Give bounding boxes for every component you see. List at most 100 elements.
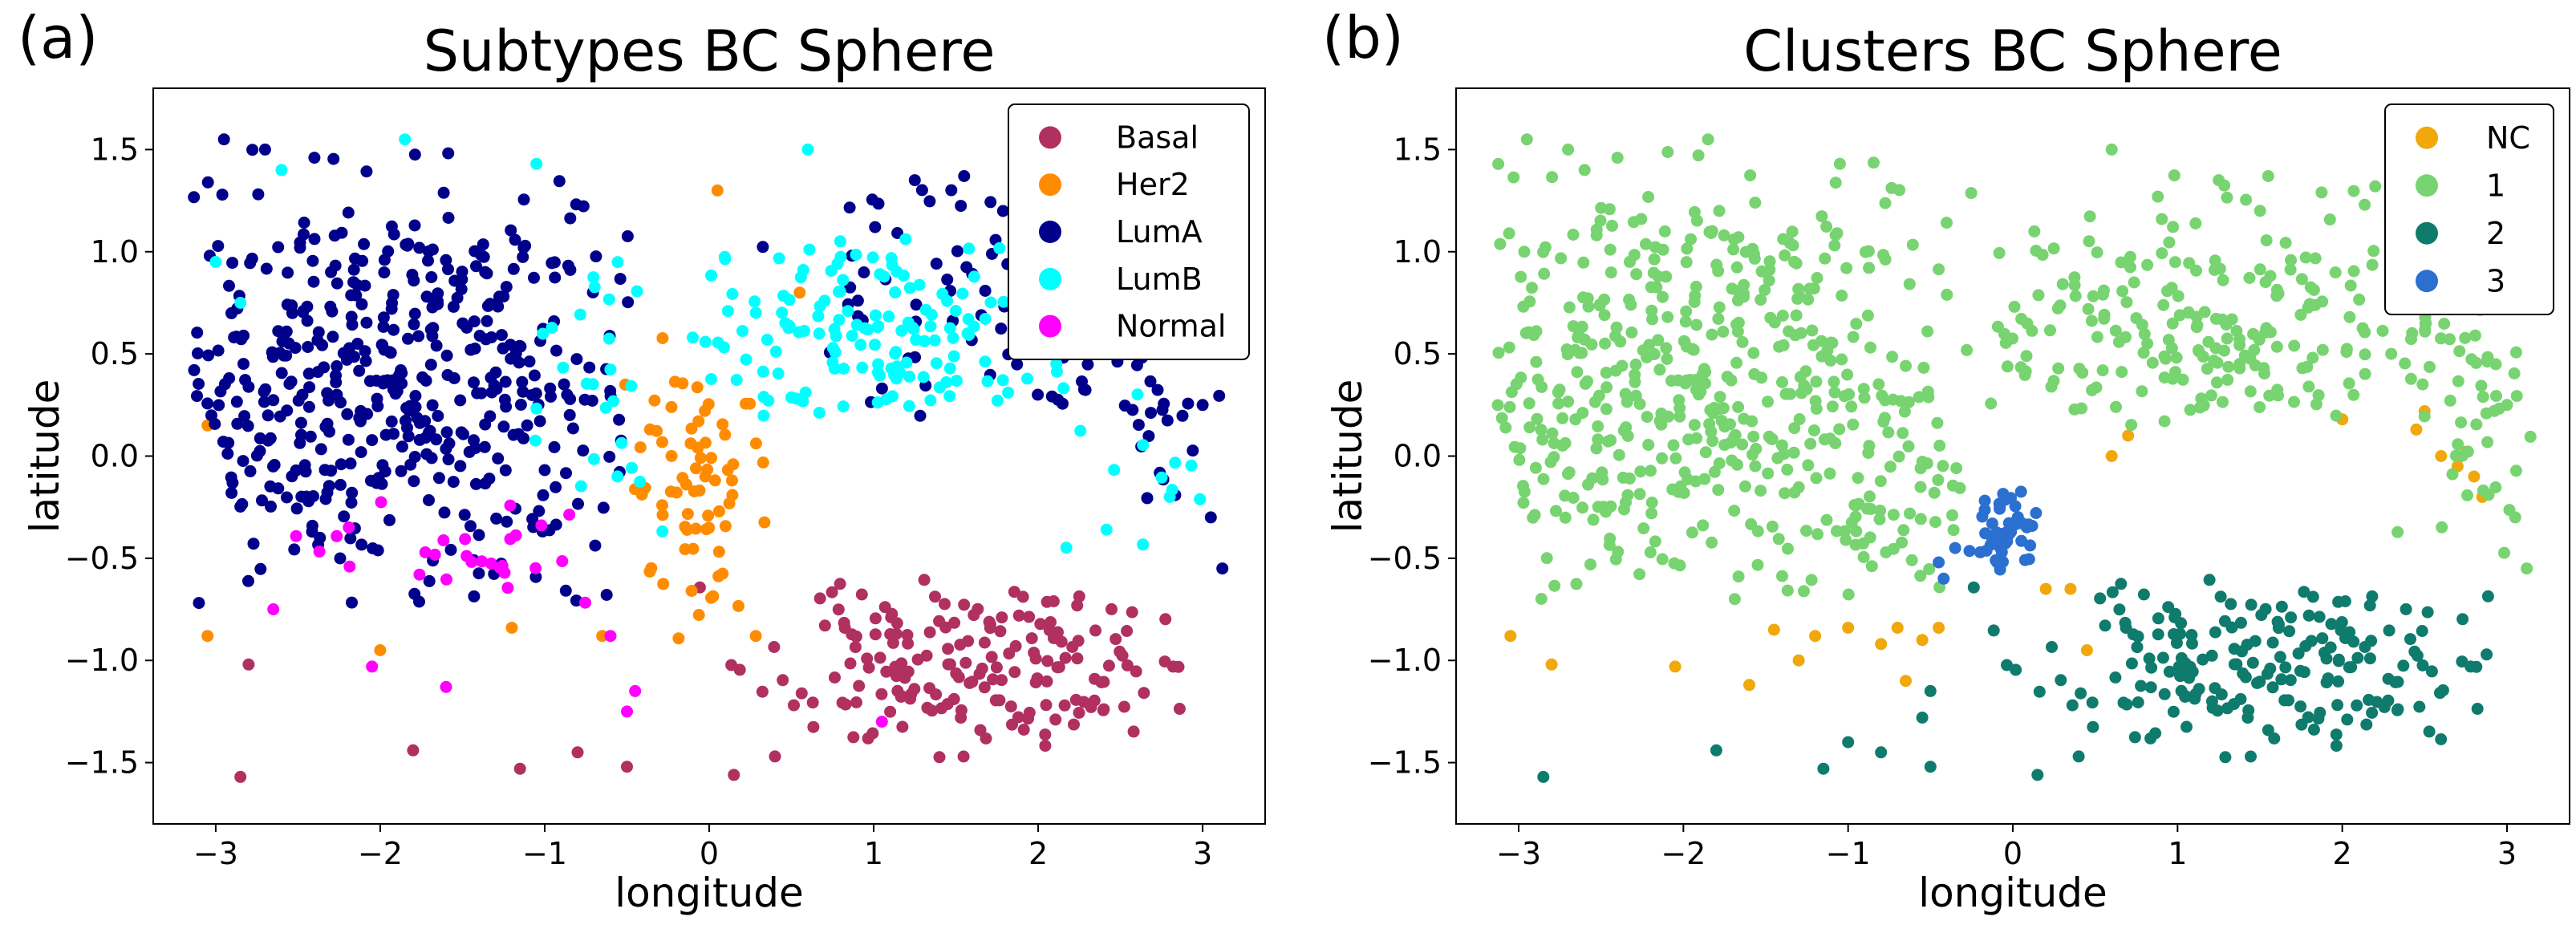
data-point bbox=[432, 472, 445, 485]
data-point bbox=[355, 298, 368, 310]
data-point bbox=[1840, 262, 1853, 274]
data-point bbox=[344, 532, 357, 545]
data-point bbox=[955, 200, 968, 213]
data-point bbox=[2444, 394, 2456, 407]
data-point bbox=[1544, 456, 1557, 469]
data-point bbox=[2209, 626, 2221, 639]
legend-marker bbox=[1039, 314, 1061, 338]
data-point bbox=[432, 287, 444, 300]
data-point bbox=[2149, 727, 2162, 740]
data-point bbox=[2481, 354, 2493, 367]
data-point bbox=[267, 603, 280, 615]
data-point bbox=[559, 584, 572, 597]
data-point bbox=[1798, 379, 1811, 392]
data-point bbox=[2456, 613, 2469, 626]
data-point bbox=[903, 370, 915, 383]
legend-label: Normal bbox=[1116, 309, 1227, 344]
data-point bbox=[1744, 169, 1757, 182]
data-point bbox=[2087, 720, 2099, 733]
data-point bbox=[2503, 504, 2516, 517]
data-point bbox=[2228, 698, 2241, 711]
data-point bbox=[2205, 695, 2218, 708]
data-point bbox=[1074, 424, 1087, 437]
data-point bbox=[837, 274, 850, 286]
data-point bbox=[440, 254, 452, 266]
data-point bbox=[604, 363, 617, 376]
data-point bbox=[237, 358, 249, 371]
data-point bbox=[1680, 256, 1693, 269]
data-point bbox=[2116, 366, 2128, 379]
data-point bbox=[1649, 535, 1661, 548]
data-point bbox=[895, 324, 908, 337]
data-point bbox=[345, 289, 358, 302]
data-point bbox=[2266, 681, 2279, 694]
data-point bbox=[1590, 442, 1603, 455]
data-point bbox=[757, 456, 769, 469]
data-point bbox=[2461, 489, 2473, 501]
data-point bbox=[2163, 665, 2176, 678]
data-point bbox=[1545, 658, 1558, 671]
data-point bbox=[1571, 366, 1584, 379]
data-point bbox=[557, 361, 570, 374]
data-point bbox=[530, 157, 543, 170]
data-point bbox=[2066, 699, 2079, 712]
data-point bbox=[2046, 641, 2058, 653]
data-point bbox=[1156, 404, 1169, 416]
data-point bbox=[492, 452, 505, 465]
data-point bbox=[1642, 439, 1655, 451]
y-axis-label: latitude bbox=[1325, 379, 1371, 533]
data-point bbox=[797, 264, 809, 276]
data-point bbox=[2283, 625, 2296, 638]
data-point bbox=[847, 731, 860, 744]
legend-marker bbox=[1039, 173, 1061, 197]
legend-label: 3 bbox=[2486, 263, 2505, 298]
data-point bbox=[1025, 632, 1038, 645]
data-point bbox=[1041, 675, 1053, 688]
y-tick-label: 1.0 bbox=[1393, 234, 1442, 270]
data-point bbox=[968, 270, 980, 283]
data-point bbox=[2183, 257, 2196, 270]
data-point bbox=[884, 705, 897, 718]
data-point bbox=[2144, 681, 2157, 694]
data-point bbox=[2332, 675, 2345, 688]
data-point bbox=[355, 538, 368, 551]
data-point bbox=[1847, 418, 1860, 431]
data-point bbox=[597, 501, 610, 514]
data-point bbox=[1537, 245, 1550, 258]
data-point bbox=[550, 481, 562, 493]
data-point bbox=[191, 390, 203, 403]
data-point bbox=[1577, 291, 1589, 304]
data-point bbox=[1100, 523, 1113, 536]
data-point bbox=[1679, 377, 1692, 390]
data-point bbox=[464, 343, 477, 356]
data-point bbox=[1073, 590, 1085, 602]
data-point bbox=[2268, 732, 2281, 744]
data-point bbox=[2045, 380, 2058, 393]
data-point bbox=[924, 320, 937, 333]
data-point bbox=[1040, 699, 1053, 712]
data-point bbox=[2162, 334, 2175, 347]
data-point bbox=[2435, 733, 2448, 745]
data-point bbox=[1807, 424, 1820, 436]
series-lumb bbox=[209, 133, 1210, 554]
data-point bbox=[306, 519, 318, 532]
data-point bbox=[493, 290, 505, 303]
data-point bbox=[1166, 660, 1179, 673]
data-point bbox=[1994, 502, 2006, 515]
data-point bbox=[288, 543, 301, 556]
data-point bbox=[387, 228, 400, 241]
data-point bbox=[846, 330, 858, 342]
data-point bbox=[1145, 407, 1157, 420]
data-point bbox=[1706, 225, 1718, 237]
data-point bbox=[756, 685, 769, 698]
data-point bbox=[358, 237, 371, 250]
data-point bbox=[2073, 363, 2086, 375]
data-point bbox=[1857, 383, 1870, 396]
data-point bbox=[1685, 233, 1697, 245]
data-point bbox=[2477, 391, 2489, 404]
data-point bbox=[265, 500, 277, 513]
data-point bbox=[705, 373, 717, 385]
data-point bbox=[282, 266, 294, 279]
y-tick-label: 0.0 bbox=[1393, 439, 1442, 474]
data-point bbox=[2221, 332, 2233, 345]
